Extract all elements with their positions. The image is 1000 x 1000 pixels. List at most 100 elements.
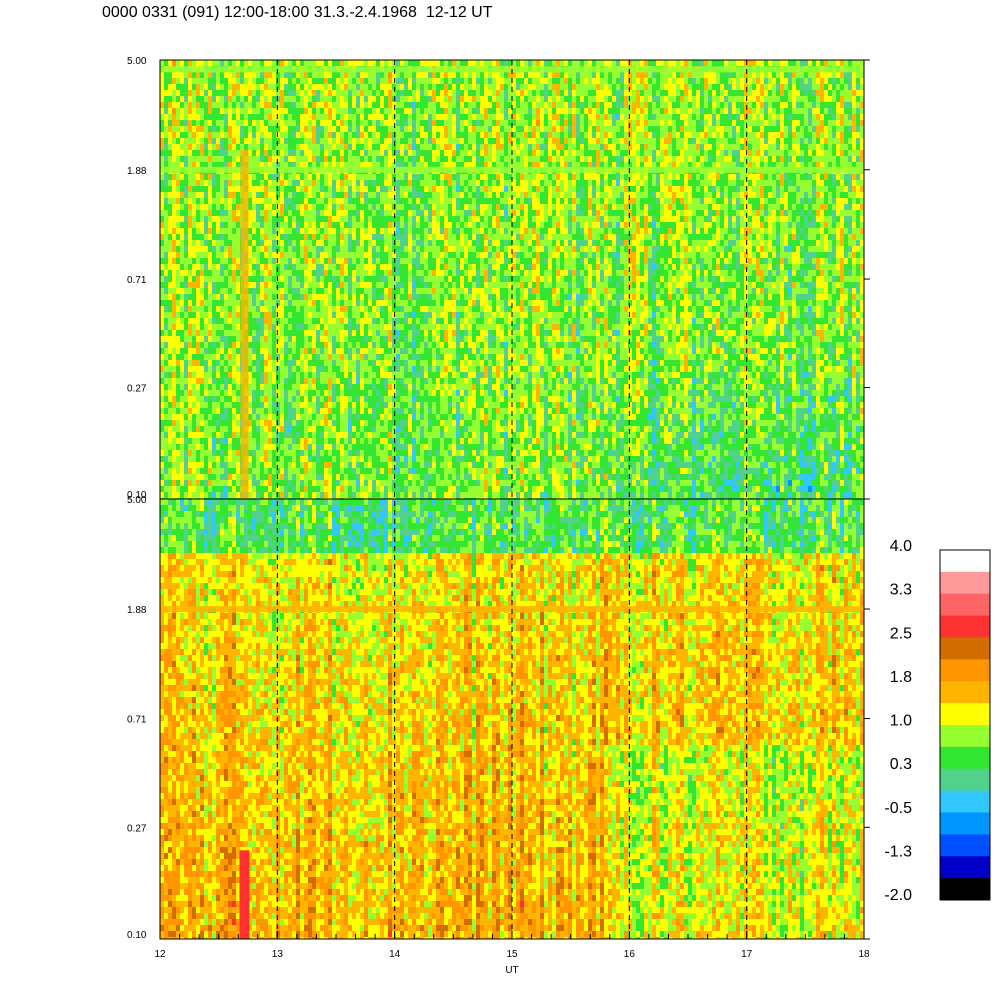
- spectrogram-cell: [332, 78, 336, 84]
- spectrogram-cell: [828, 96, 832, 102]
- spectrogram-cell: [700, 102, 704, 108]
- spectrogram-cell: [640, 174, 644, 180]
- spectrogram-cell: [860, 144, 864, 150]
- spectrogram-cell: [812, 204, 816, 210]
- spectrogram-cell: [628, 204, 632, 210]
- spectrogram-cell: [716, 84, 720, 90]
- spectrogram-cell: [600, 84, 604, 90]
- spectrogram-cell: [188, 84, 192, 90]
- spectrogram-cell: [728, 108, 732, 114]
- spectrogram-cell: [552, 90, 556, 96]
- spectrogram-cell: [472, 216, 476, 222]
- spectrogram-cell: [240, 96, 244, 102]
- spectrogram-cell: [692, 210, 696, 216]
- spectrogram-cell: [164, 138, 168, 144]
- spectrogram-cell: [324, 222, 328, 228]
- spectrogram-cell: [360, 96, 364, 102]
- spectrogram-cell: [436, 162, 440, 168]
- spectrogram-cell: [436, 156, 440, 162]
- spectrogram-cell: [492, 126, 496, 132]
- spectrogram-cell: [532, 210, 536, 216]
- spectrogram-cell: [476, 204, 480, 210]
- spectrogram-cell: [572, 108, 576, 114]
- spectrogram-cell: [324, 138, 328, 144]
- spectrogram-cell: [432, 114, 436, 120]
- spectrogram-cell: [808, 162, 812, 168]
- spectrogram-cell: [684, 90, 688, 96]
- spectrogram-cell: [556, 180, 560, 186]
- spectrogram-cell: [324, 198, 328, 204]
- spectrogram-cell: [648, 132, 652, 138]
- spectrogram-cell: [848, 180, 852, 186]
- spectrogram-cell: [700, 120, 704, 126]
- spectrogram-cell: [408, 114, 412, 120]
- spectrogram-cell: [176, 174, 180, 180]
- spectrogram-cell: [316, 174, 320, 180]
- spectrogram-cell: [352, 78, 356, 84]
- spectrogram-cell: [420, 102, 424, 108]
- spectrogram-cell: [504, 138, 508, 144]
- spectrogram-cell: [568, 96, 572, 102]
- spectrogram-cell: [660, 144, 664, 150]
- spectrogram-cell: [792, 144, 796, 150]
- spectrogram-cell: [548, 150, 552, 156]
- spectrogram-cell: [316, 90, 320, 96]
- spectrogram-cell: [180, 204, 184, 210]
- spectrogram-cell: [216, 114, 220, 120]
- spectrogram-cell: [340, 228, 344, 234]
- spectrogram-cell: [636, 162, 640, 168]
- spectrogram-cell: [324, 162, 328, 168]
- spectrogram-cell: [244, 90, 248, 96]
- spectrogram-cell: [612, 102, 616, 108]
- spectrogram-cell: [768, 198, 772, 204]
- spectrogram-cell: [192, 216, 196, 222]
- spectrogram-cell: [536, 192, 540, 198]
- spectrogram-cell: [400, 198, 404, 204]
- spectrogram-cell: [232, 114, 236, 120]
- spectrogram-cell: [484, 216, 488, 222]
- spectrogram-cell: [780, 186, 784, 192]
- spectrogram-cell: [436, 102, 440, 108]
- spectrogram-cell: [740, 108, 744, 114]
- spectrogram-cell: [268, 174, 272, 180]
- spectrogram-cell: [588, 174, 592, 180]
- spectrogram-cell: [212, 186, 216, 192]
- spectrogram-cell: [700, 144, 704, 150]
- spectrogram-cell: [332, 132, 336, 138]
- spectrogram-cell: [332, 120, 336, 126]
- spectrogram-cell: [628, 138, 632, 144]
- spectrogram-cell: [668, 156, 672, 162]
- spectrogram-cell: [176, 84, 180, 90]
- spectrogram-cell: [772, 162, 776, 168]
- spectrogram-cell: [164, 156, 168, 162]
- spectrogram-cell: [540, 150, 544, 156]
- spectrogram-cell: [200, 174, 204, 180]
- spectrogram-cell: [304, 114, 308, 120]
- spectrogram-cell: [392, 108, 396, 114]
- spectrogram-cell: [820, 150, 824, 156]
- spectrogram-cell: [272, 138, 276, 144]
- spectrogram-cell: [220, 222, 224, 228]
- spectrogram-cell: [264, 180, 268, 186]
- spectrogram-cell: [168, 90, 172, 96]
- spectrogram-cell: [420, 180, 424, 186]
- spectrogram-cell: [656, 186, 660, 192]
- spectrogram-cell: [508, 138, 512, 144]
- spectrogram-cell: [340, 198, 344, 204]
- spectrogram-cell: [788, 198, 792, 204]
- spectrogram-cell: [804, 132, 808, 138]
- spectrogram-cell: [704, 84, 708, 90]
- spectrogram-cell: [368, 120, 372, 126]
- spectrogram-cell: [164, 90, 168, 96]
- spectrogram-cell: [476, 186, 480, 192]
- spectrogram-cell: [792, 84, 796, 90]
- spectrogram-cell: [576, 84, 580, 90]
- spectrogram-cell: [704, 108, 708, 114]
- spectrogram-cell: [648, 84, 652, 90]
- spectrogram-cell: [752, 102, 756, 108]
- spectrogram-cell: [424, 198, 428, 204]
- spectrogram-cell: [240, 126, 244, 132]
- spectrogram-cell: [548, 210, 552, 216]
- spectrogram-cell: [716, 204, 720, 210]
- spectrogram-cell: [188, 228, 192, 234]
